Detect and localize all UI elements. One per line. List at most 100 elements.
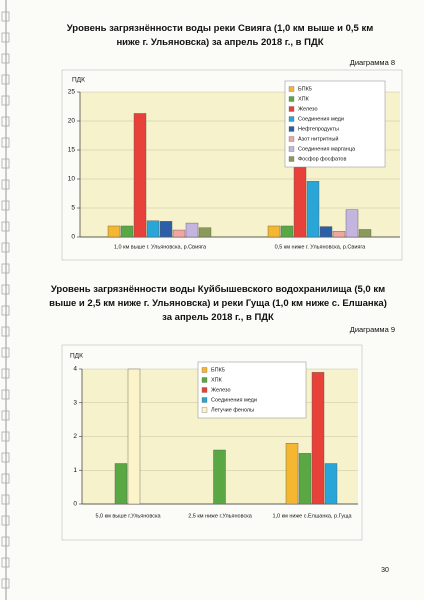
legend-label: Железо: [298, 106, 318, 112]
y-tick-label: 15: [68, 147, 76, 154]
binder-hole: [1, 32, 10, 43]
binder-hole: [1, 494, 10, 505]
binder-hole: [1, 368, 10, 379]
y-tick-label: 0: [73, 501, 77, 508]
x-tick-label: 1,0 км ниже с.Елшанка, р.Гуща: [272, 513, 352, 519]
caption: Диаграмма 9: [350, 325, 395, 334]
chart-title: Уровень загрязнённости воды реки Свияга …: [66, 23, 374, 48]
bar: [267, 225, 281, 238]
binder-hole: [1, 11, 10, 22]
legend-swatch: [288, 106, 295, 112]
binder-hole: [1, 242, 10, 253]
binder-hole: [1, 53, 10, 64]
legend-label: Соединения меди: [211, 397, 257, 403]
y-tick-label: 25: [68, 89, 76, 96]
legend-box: [284, 80, 386, 168]
bar: [345, 209, 359, 238]
chart-frame: [61, 69, 403, 261]
y-tick-label: 0: [71, 234, 75, 241]
binder-hole: [1, 221, 10, 232]
bar: [311, 372, 325, 505]
legend-box: [197, 361, 307, 419]
legend-label: Соединения марганца: [298, 146, 356, 152]
binder-hole: [1, 515, 10, 526]
y-tick-label: 10: [68, 176, 76, 183]
bar: [324, 463, 338, 505]
bar: [127, 368, 141, 505]
binder-hole: [1, 410, 10, 421]
binder-hole: [1, 557, 10, 568]
binder-hole: [1, 158, 10, 169]
legend-swatch: [288, 126, 295, 132]
bar: [114, 463, 128, 505]
legend-swatch: [201, 377, 208, 383]
binder-hole: [1, 179, 10, 190]
binder-hole: [1, 95, 10, 106]
y-axis-label: ПДК: [72, 77, 85, 84]
binder-hole: [1, 347, 10, 358]
page-number: 30: [381, 567, 389, 574]
y-tick-label: 4: [73, 366, 77, 373]
y-axis-label: ПДК: [70, 353, 83, 360]
legend-label: Фосфор фосфатов: [298, 156, 346, 162]
bar: [293, 166, 307, 238]
legend-label: ХПК: [298, 96, 310, 102]
bar: [107, 225, 121, 238]
y-tick-label: 2: [73, 433, 77, 440]
legend-label: БПК5: [211, 367, 225, 373]
legend-swatch: [201, 387, 208, 393]
legend-swatch: [288, 116, 295, 122]
legend-label: Нефтепродукты: [298, 126, 339, 132]
caption: Диаграмма 8: [350, 58, 395, 67]
legend-swatch: [288, 86, 295, 92]
legend-swatch: [288, 136, 295, 142]
binder-hole: [1, 452, 10, 463]
x-tick-label: 5,0 км выше г.Ульяновска: [95, 513, 161, 519]
binder-hole: [1, 578, 10, 589]
legend-label: БПК5: [298, 86, 312, 92]
bar: [358, 229, 372, 238]
legend-label: Соединения меди: [298, 116, 344, 122]
x-tick-label: 2,5 км ниже г.Ульяновска: [188, 513, 253, 519]
y-tick-label: 5: [71, 205, 75, 212]
y-tick-label: 1: [73, 467, 77, 474]
legend-swatch: [201, 397, 208, 403]
bar: [159, 221, 173, 238]
bar: [332, 230, 346, 238]
bar: [213, 449, 226, 505]
binder-hole: [1, 305, 10, 316]
y-tick-label: 3: [73, 399, 77, 406]
binder-hole: [1, 137, 10, 148]
legend-label: ХПК: [211, 377, 223, 383]
binder-hole: [1, 263, 10, 274]
x-tick-label: 0,5 км ниже г. Ульяновска, р.Свияга: [275, 244, 367, 250]
bar: [146, 220, 160, 238]
bar: [198, 227, 212, 238]
bar: [306, 181, 320, 238]
bar: [285, 443, 299, 505]
legend-label: Железо: [211, 387, 231, 393]
binder-hole: [1, 431, 10, 442]
binder-hole: [1, 284, 10, 295]
bar: [133, 113, 147, 238]
binder-hole: [1, 74, 10, 85]
legend-swatch: [288, 96, 295, 102]
legend-swatch: [201, 367, 208, 373]
binder-hole: [1, 326, 10, 337]
legend-swatch: [288, 156, 295, 162]
binder-hole: [1, 536, 10, 547]
legend-label: Азот нитритный: [298, 135, 338, 142]
bar: [319, 226, 333, 238]
x-tick-label: 1,0 км выше г. Ульяновска, р.Свияга: [114, 244, 207, 250]
binder-hole: [1, 473, 10, 484]
chart-title: Уровень загрязнённости воды Куйбышевског…: [49, 284, 387, 323]
legend-swatch: [288, 146, 295, 152]
chart-frame: [61, 344, 363, 541]
bar: [185, 222, 199, 238]
binder-hole: [1, 389, 10, 400]
binder-hole: [1, 116, 10, 127]
bar: [120, 225, 134, 238]
legend-label: Летучие фенолы: [211, 407, 254, 413]
